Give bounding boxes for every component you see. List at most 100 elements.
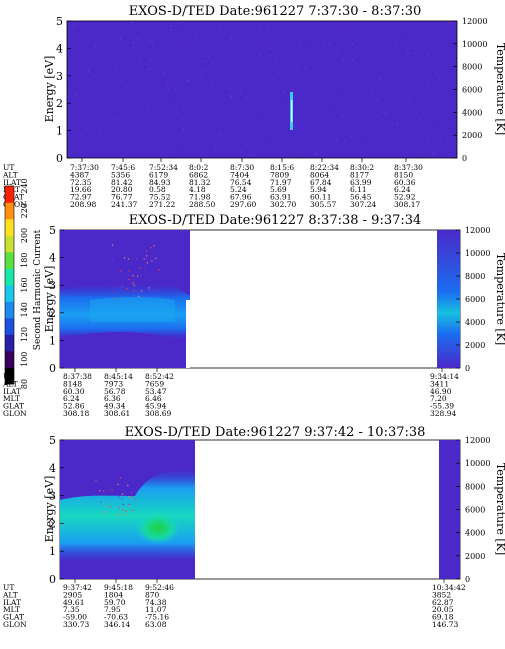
speckle-dot xyxy=(250,53,252,56)
speckle-dot xyxy=(103,490,105,492)
panel-2-cell: 8148 xyxy=(63,379,82,388)
panel-1-cell: 60.36 xyxy=(394,178,416,187)
speckle-dot xyxy=(283,91,285,93)
speckle-dot xyxy=(316,96,318,99)
speckle-dot xyxy=(419,152,421,154)
panel-1-cell: 19.66 xyxy=(70,185,92,194)
panel-2-row-label: ILAT xyxy=(3,387,21,396)
panel-1-cell: 308.17 xyxy=(394,200,420,209)
speckle-dot xyxy=(108,76,110,78)
speckle-dot xyxy=(133,284,135,286)
speckle-dot xyxy=(184,74,187,76)
speckle-dot xyxy=(135,257,138,260)
panel-2-cell: 7973 xyxy=(104,379,123,388)
colorbar-tick-label: 200 xyxy=(20,228,29,243)
speckle-dot xyxy=(117,483,119,486)
panel-1-cell: 4387 xyxy=(70,170,89,179)
speckle-dot xyxy=(287,104,289,106)
speckle-dot xyxy=(134,498,136,501)
speckle-dot xyxy=(230,52,232,54)
speckle-dot xyxy=(410,119,412,121)
speckle-dot xyxy=(245,96,247,98)
panel-3-cell: 59.70 xyxy=(104,598,126,607)
speckle-dot xyxy=(130,492,133,494)
speckle-dot xyxy=(322,48,324,50)
speckle-dot xyxy=(211,62,213,64)
speckle-dot xyxy=(188,80,190,82)
panel-3-cell: 69.18 xyxy=(432,613,454,622)
panel-1-cell: 8:0:2 xyxy=(189,163,209,172)
panel-1-cell: 8:37:30 xyxy=(394,163,423,172)
panel-1-ytick-label: 1 xyxy=(56,125,63,138)
panel-3-ylabel-right: Temperature [K] xyxy=(494,463,505,555)
speckle-dot xyxy=(395,41,397,43)
speckle-dot xyxy=(99,490,101,492)
panel-1-cell: 271.22 xyxy=(149,200,175,209)
colorbar-cell xyxy=(5,301,14,319)
speckle-dot xyxy=(195,35,197,37)
panel-1-cell: 5.94 xyxy=(310,185,327,194)
panel-1-cell: 20.80 xyxy=(111,185,133,194)
speckle-dot xyxy=(120,270,122,272)
speckle-dot xyxy=(118,506,121,509)
panel-3-cell: 49.61 xyxy=(63,598,84,607)
speckle-dot xyxy=(308,35,310,37)
speckle-dot xyxy=(397,123,399,125)
speckle-dot xyxy=(194,90,196,92)
panel-3-cell: 9:37:42 xyxy=(63,583,92,592)
speckle-dot xyxy=(118,496,120,498)
speckle-dot xyxy=(126,288,128,290)
panel-2-cell: 328.94 xyxy=(430,409,456,418)
speckle-dot xyxy=(239,73,241,75)
speckle-dot xyxy=(296,152,298,154)
speckle-dot xyxy=(185,141,187,143)
speckle-dot xyxy=(76,94,78,96)
panel-1-right-ticks: 0 2000 4000 6000 8000 10000 12000 xyxy=(453,17,487,163)
speckle-dot xyxy=(387,78,389,81)
speckle-dot xyxy=(314,133,316,136)
speckle-dot xyxy=(130,250,132,252)
panel-3-row-label: GLON xyxy=(3,620,27,629)
speckle-dot xyxy=(306,80,308,82)
speckle-dot xyxy=(170,25,172,27)
speckle-dot xyxy=(348,145,350,147)
speckle-dot xyxy=(69,135,71,137)
colorbar-tick-label: 120 xyxy=(20,327,29,342)
panel-3-rtick-label: 12000 xyxy=(465,436,490,445)
speckle-dot xyxy=(144,66,146,68)
speckle-dot xyxy=(269,54,271,56)
speckle-dot xyxy=(443,141,445,143)
panel-3-cell: 11.07 xyxy=(145,605,167,614)
speckle-dot xyxy=(147,105,149,107)
panel-1-rtick-label: 2000 xyxy=(462,131,482,140)
speckle-dot xyxy=(407,119,409,122)
speckle-dot xyxy=(306,30,309,32)
panel-3-cell: 3852 xyxy=(432,590,451,599)
panel-2-cell: 7659 xyxy=(145,379,164,388)
speckle-dot xyxy=(117,514,119,516)
speckle-dot xyxy=(132,282,134,284)
panel-2-edge-spike xyxy=(186,300,190,368)
speckle-dot xyxy=(414,52,416,55)
speckle-dot xyxy=(105,64,107,67)
panel-3-ylabel: Energy [eV] xyxy=(43,476,56,543)
speckle-dot xyxy=(161,150,163,152)
speckle-dot xyxy=(141,245,143,247)
panel-2-title: EXOS-D/TED Date:961227 8:37:38 - 9:37:34 xyxy=(129,213,422,228)
panel-2-cell: 49.34 xyxy=(104,402,126,411)
panel-3-ytick-label: 5 xyxy=(49,434,56,447)
speckle-dot xyxy=(267,26,269,28)
colorbar-tick-label: 220 xyxy=(20,203,29,218)
speckle-dot xyxy=(350,136,352,139)
speckle-dot xyxy=(68,82,70,85)
colorbar-label: Second Harmonic Current xyxy=(33,229,43,350)
panel-1-cell: 7:45:6 xyxy=(111,163,135,172)
panel-1-cell: 52.92 xyxy=(394,193,416,202)
speckle-dot xyxy=(268,47,270,49)
speckle-dot xyxy=(228,130,230,132)
speckle-dot xyxy=(294,126,296,128)
panel-2-cell: 45.94 xyxy=(145,402,167,411)
panel-2-ytick-label: 4 xyxy=(49,252,56,265)
panel-2-rtick-label: 10000 xyxy=(465,249,490,258)
